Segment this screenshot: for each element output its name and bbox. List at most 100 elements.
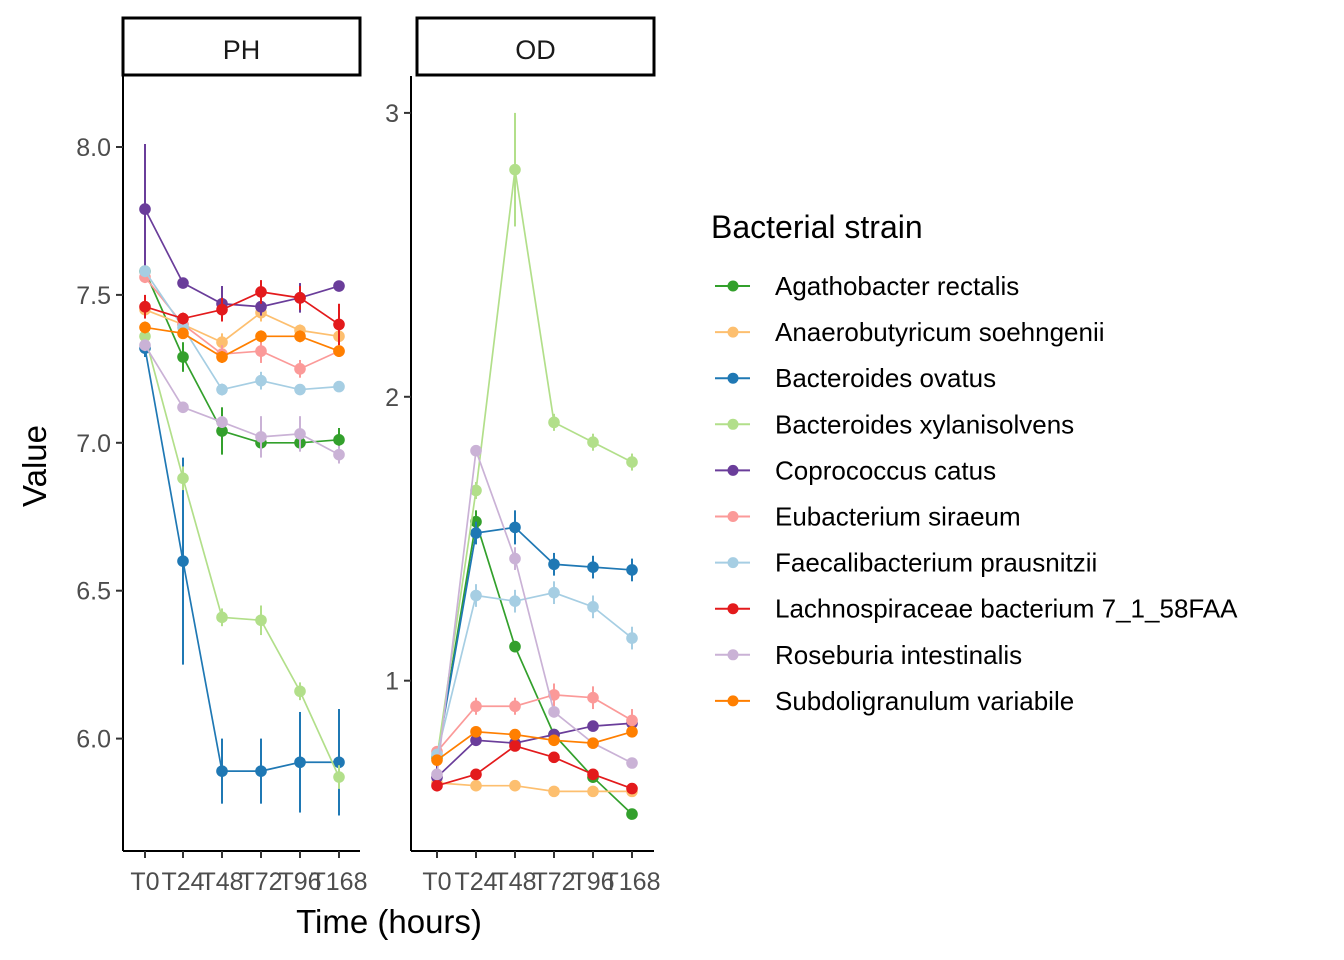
data-point xyxy=(333,318,345,331)
x-tick-label: T24 xyxy=(161,868,204,896)
series-line xyxy=(144,347,339,772)
series-lachnospiraceae-bacterium-7-1-58faa xyxy=(139,280,345,346)
series-subdoligranulum-variabile xyxy=(431,725,638,766)
data-point xyxy=(177,327,189,340)
series-line xyxy=(436,450,633,775)
legend-item-roseburia-intestinalis: Roseburia intestinalis xyxy=(715,640,1022,670)
x-tick-label: T96 xyxy=(571,868,614,896)
legend-key-point xyxy=(727,603,739,615)
series-line xyxy=(436,782,632,793)
legend-item-agathobacter-rectalis: Agathobacter rectalis xyxy=(715,271,1019,301)
series-bacteroides-ovatus xyxy=(431,510,638,764)
legend-item-bacteroides-ovatus: Bacteroides ovatus xyxy=(715,363,996,393)
legend-item-bacteroides-xylanisolvens: Bacteroides xylanisolvens xyxy=(715,409,1074,439)
y-tick-label: 7.0 xyxy=(76,430,111,458)
data-point xyxy=(294,363,306,375)
data-point xyxy=(626,725,638,738)
data-point xyxy=(470,527,482,539)
legend-key-point xyxy=(727,695,739,707)
data-point xyxy=(139,321,151,334)
data-point xyxy=(548,558,560,571)
legend-key-point xyxy=(727,649,739,661)
data-point xyxy=(470,484,482,497)
series-line xyxy=(436,722,633,778)
legend-label: Eubacterium siraeum xyxy=(775,502,1021,532)
data-point xyxy=(177,312,189,325)
data-point xyxy=(139,265,151,278)
data-point xyxy=(255,374,267,387)
data-point xyxy=(431,754,443,766)
series-line xyxy=(144,291,340,326)
data-point xyxy=(333,345,345,357)
strip-label: PH xyxy=(223,35,261,65)
series-line xyxy=(436,526,633,758)
data-point xyxy=(587,436,599,449)
data-point xyxy=(255,765,267,777)
data-point xyxy=(177,555,189,567)
legend-label: Anaerobutyricum soehngenii xyxy=(775,317,1105,347)
strip-box xyxy=(121,16,362,77)
data-point xyxy=(548,734,560,747)
data-point xyxy=(216,611,228,624)
series-subdoligranulum-variabile xyxy=(139,321,345,363)
data-point xyxy=(216,336,228,349)
data-point xyxy=(139,203,151,215)
series-roseburia-intestinalis xyxy=(139,339,345,464)
x-tick-label: T168 xyxy=(604,868,661,896)
legend-item-faecalibacterium-prausnitzii: Faecalibacterium prausnitzii xyxy=(715,548,1097,578)
data-point xyxy=(548,785,560,798)
y-tick-label: 2 xyxy=(385,384,399,412)
series-line xyxy=(144,344,340,456)
series-agathobacter-rectalis xyxy=(139,262,345,455)
legend-item-coprococcus-catus: Coprococcus catus xyxy=(715,455,996,485)
legend-item-anaerobutyricum-soehngenii: Anaerobutyricum soehngenii xyxy=(715,317,1105,347)
data-point xyxy=(177,351,189,363)
data-point xyxy=(626,456,638,468)
x-tick-label: T48 xyxy=(493,868,536,896)
data-point xyxy=(626,564,638,576)
legend-key-point xyxy=(727,280,739,292)
series-eubacterium-siraeum xyxy=(139,271,345,378)
legend-items: Agathobacter rectalis Anaerobutyricum soe… xyxy=(715,271,1238,716)
data-point xyxy=(216,765,228,777)
data-point xyxy=(587,737,599,749)
legend-label: Roseburia intestinalis xyxy=(775,640,1022,670)
data-point xyxy=(255,614,267,627)
series-roseburia-intestinalis xyxy=(431,444,638,781)
x-tick-label: T0 xyxy=(422,868,451,896)
legend-label: Coprococcus catus xyxy=(775,455,996,485)
data-point xyxy=(509,728,521,741)
data-point xyxy=(216,425,228,437)
data-point xyxy=(548,706,560,718)
legend-item-lachnospiraceae-bacterium-7-1-58faa: Lachnospiraceae bacterium 7_1_58FAA xyxy=(715,594,1238,624)
legend-item-subdoligranulum-variabile: Subdoligranulum variabile xyxy=(715,686,1074,716)
y-tick-label: 6.5 xyxy=(76,578,111,606)
data-point xyxy=(431,779,443,792)
data-point xyxy=(626,632,638,644)
data-point xyxy=(548,416,560,429)
strip-box xyxy=(415,16,656,77)
x-tick-label: T72 xyxy=(239,868,282,896)
data-point xyxy=(587,691,599,704)
data-point xyxy=(509,163,521,176)
data-point xyxy=(587,768,599,781)
series-eubacterium-siraeum xyxy=(431,683,638,758)
data-point xyxy=(216,351,228,363)
data-point xyxy=(470,725,482,738)
x-tick-label: T72 xyxy=(532,868,575,896)
data-point xyxy=(177,277,189,289)
series-line xyxy=(144,276,340,370)
data-point xyxy=(626,808,638,820)
data-point xyxy=(294,756,306,769)
legend: Bacterial strain Agathobacter rectalis An… xyxy=(711,209,1238,716)
data-point xyxy=(548,586,560,599)
data-point xyxy=(294,428,306,440)
series-line xyxy=(144,336,340,778)
data-point xyxy=(470,779,482,792)
data-point xyxy=(509,779,521,792)
data-point xyxy=(470,444,482,457)
series-line xyxy=(144,270,340,444)
legend-label: Agathobacter rectalis xyxy=(775,271,1019,301)
legend-label: Subdoligranulum variabile xyxy=(775,686,1074,716)
